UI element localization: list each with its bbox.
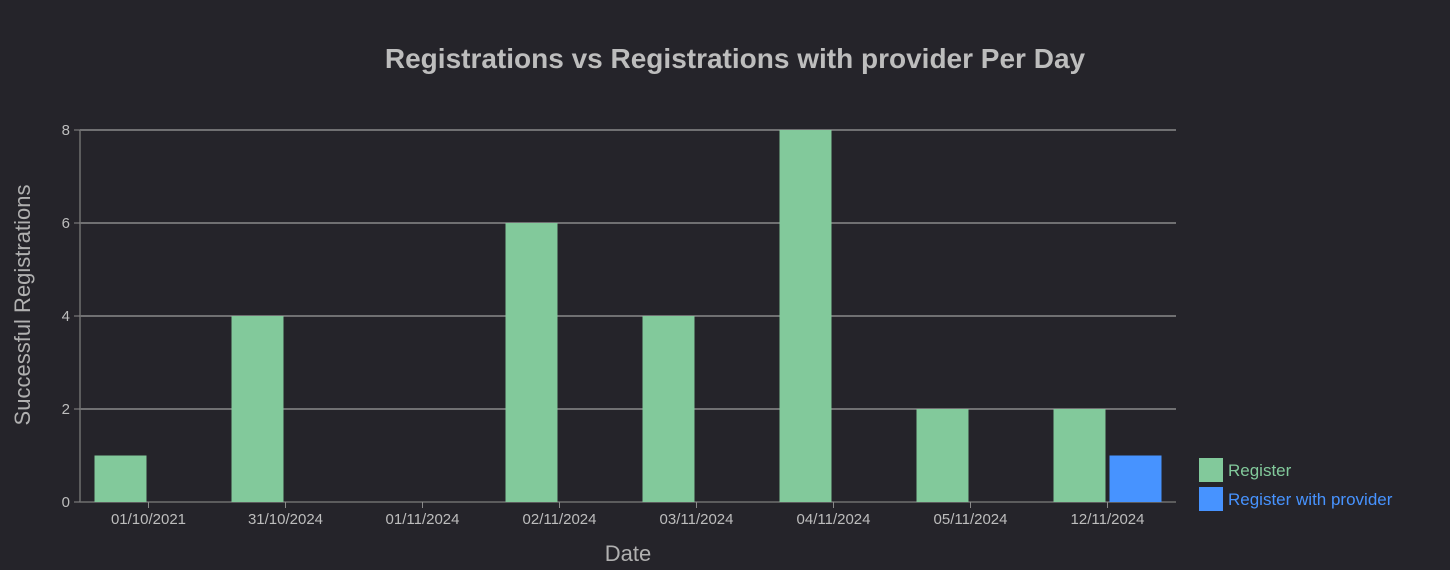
legend-item-register-with-provider[interactable]: Register with provider xyxy=(1199,487,1393,511)
bar-register[interactable] xyxy=(505,223,558,502)
bars xyxy=(94,130,1162,503)
x-tick-label: 01/11/2024 xyxy=(386,511,460,528)
x-tick-label: 05/11/2024 xyxy=(934,511,1008,528)
bar-register[interactable] xyxy=(916,409,969,502)
x-tick-label: 04/11/2024 xyxy=(797,511,871,528)
y-axis-title: Successful Registrations xyxy=(10,185,35,426)
bar-register[interactable] xyxy=(1053,409,1106,502)
x-tick-label: 02/11/2024 xyxy=(523,511,597,528)
legend-swatch xyxy=(1199,487,1223,511)
bar-register[interactable] xyxy=(642,316,695,502)
y-tick-label: 8 xyxy=(62,122,70,139)
legend-label: Register xyxy=(1228,461,1292,480)
x-tick-label: 01/10/2021 xyxy=(111,511,186,528)
legend-label: Register with provider xyxy=(1228,490,1393,509)
x-tick-label: 12/11/2024 xyxy=(1071,511,1145,528)
x-axis-title: Date xyxy=(605,541,651,566)
legend[interactable]: Register Register with provider xyxy=(1199,458,1393,511)
y-axis-ticks: 0 2 4 6 8 xyxy=(62,122,80,511)
y-tick-label: 0 xyxy=(62,494,70,511)
bar-register[interactable] xyxy=(779,130,832,502)
x-axis-ticks: 01/10/2021 31/10/2024 01/11/2024 02/11/2024… xyxy=(111,502,1145,528)
y-tick-label: 4 xyxy=(62,308,70,325)
bar-register[interactable] xyxy=(231,316,284,502)
x-tick-label: 03/11/2024 xyxy=(660,511,734,528)
legend-item-register[interactable]: Register xyxy=(1199,458,1292,482)
y-tick-label: 6 xyxy=(62,215,70,232)
bar-register-with-provider[interactable] xyxy=(1109,455,1162,503)
chart-title: Registrations vs Registrations with prov… xyxy=(385,43,1086,74)
y-tick-label: 2 xyxy=(62,401,70,418)
bar-register[interactable] xyxy=(94,455,147,503)
x-tick-label: 31/10/2024 xyxy=(248,511,323,528)
legend-swatch xyxy=(1199,458,1223,482)
